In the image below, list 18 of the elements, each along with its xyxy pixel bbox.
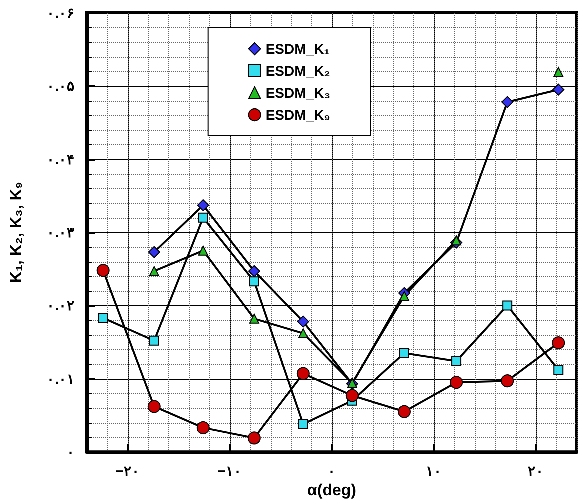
y-tick-label: ۰: [67, 444, 75, 460]
y-tick-label: ۰.۰۳: [47, 224, 75, 241]
y-tick-label: ۰.۰۱: [47, 370, 75, 387]
x-tick-label: ۲۰: [528, 463, 544, 480]
x-tick-label: −۱۰: [218, 463, 242, 480]
legend-label: ESDM_K₁: [266, 41, 330, 57]
x-tick-label: −۲۰: [116, 463, 140, 480]
legend-label: ESDM_K₉: [266, 107, 330, 123]
y-tick-label: ۰.۰۵: [47, 78, 75, 94]
y-tick-label: ۰.۰۲: [47, 298, 75, 314]
y-tick-label: ۰.۰۶: [47, 5, 75, 21]
x-tick-label: ۰: [328, 463, 336, 480]
legend-label: ESDM_K₂: [266, 63, 330, 79]
x-axis-title: α(deg): [308, 482, 356, 500]
y-tick-label: ۰.۰۴: [47, 151, 75, 168]
legend-label: ESDM_K₃: [266, 85, 331, 101]
x-tick-label: ۱۰: [426, 463, 442, 480]
y-axis-title: K₁, K₂, K₃, K₉: [8, 182, 26, 284]
